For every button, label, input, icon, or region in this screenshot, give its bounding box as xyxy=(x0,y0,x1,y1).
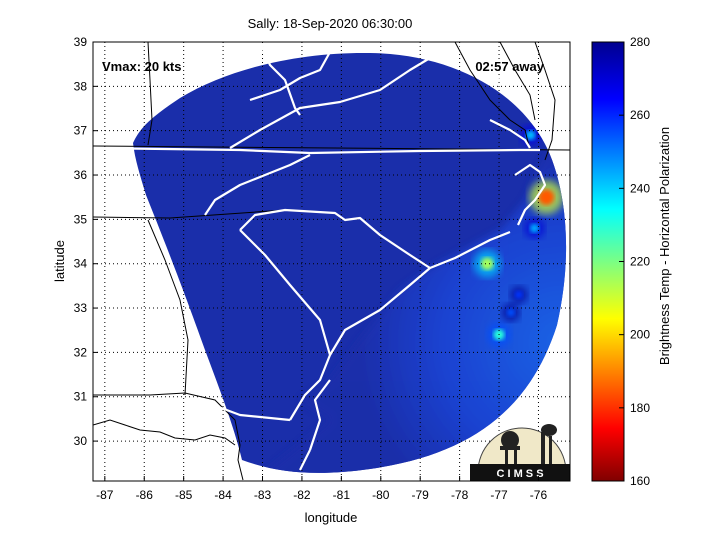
x-tick-label: -76 xyxy=(530,488,548,502)
hotspot-core xyxy=(506,308,516,317)
hotspot-core xyxy=(525,130,536,141)
y-tick-label: 39 xyxy=(74,35,88,49)
x-tick-label: -82 xyxy=(293,488,311,502)
y-tick-label: 32 xyxy=(74,345,88,359)
y-tick-label: 34 xyxy=(74,257,88,271)
colorbar-label: Brightness Temp - Horizontal Polarizatio… xyxy=(657,127,672,365)
y-tick-label: 35 xyxy=(74,212,88,226)
time-away-label: 02:57 away xyxy=(475,59,544,74)
x-tick-label: -87 xyxy=(96,488,114,502)
colorbar-tick-label: 180 xyxy=(630,401,650,415)
y-axis: 30 31 32 33 34 35 36 37 38 39 xyxy=(74,35,98,448)
x-tick-label: -83 xyxy=(254,488,272,502)
cimss-logo: C I M S S xyxy=(470,424,570,481)
colorbar-tick-label: 220 xyxy=(630,255,650,269)
vmax-label: Vmax: 20 kts xyxy=(102,59,182,74)
colorbar-tick-label: 260 xyxy=(630,108,650,122)
x-tick-label: -81 xyxy=(333,488,351,502)
chart-title: Sally: 18-Sep-2020 06:30:00 xyxy=(248,16,413,31)
colorbar-tick-label: 240 xyxy=(630,181,650,195)
colorbar-tick-label: 200 xyxy=(630,328,650,342)
x-tick-label: -85 xyxy=(175,488,193,502)
colorbar-gradient xyxy=(591,41,625,482)
cimss-logo-text: C I M S S xyxy=(496,468,543,480)
state-borders xyxy=(93,42,547,471)
x-axis-label: longitude xyxy=(305,510,358,525)
hotspot-core xyxy=(480,257,494,270)
hotspot-layer xyxy=(473,124,564,347)
y-tick-label: 37 xyxy=(74,124,88,138)
colorbar: 160 180 200 220 240 260 280 Brightness Temp - … xyxy=(591,35,672,488)
colorbar-tick-label: 160 xyxy=(630,474,650,488)
x-tick-label: -86 xyxy=(136,488,154,502)
colorbar-ticks: 160 180 200 220 240 260 280 xyxy=(619,35,650,488)
plot-area: Vmax: 20 kts 02:57 away C I M S S xyxy=(92,41,571,482)
y-tick-label: 33 xyxy=(74,301,88,315)
y-axis-label: latitude xyxy=(52,240,67,282)
colorbar-tick-label: 280 xyxy=(630,35,650,49)
hotspot-core xyxy=(529,223,540,233)
hotspot-core xyxy=(514,290,523,299)
x-tick-label: -77 xyxy=(490,488,508,502)
y-tick-label: 36 xyxy=(74,168,88,182)
y-tick-label: 30 xyxy=(74,434,88,448)
x-tick-label: -80 xyxy=(372,488,390,502)
x-tick-label: -79 xyxy=(412,488,430,502)
y-tick-label: 31 xyxy=(74,390,88,404)
hotspot-core xyxy=(538,189,555,205)
x-tick-label: -84 xyxy=(214,488,232,502)
x-axis: -87 -86 -85 -84 -83 -82 -81 -80 -79 -78 -77 -76 xyxy=(96,476,547,502)
y-tick-label: 38 xyxy=(74,79,88,93)
x-tick-label: -78 xyxy=(451,488,469,502)
